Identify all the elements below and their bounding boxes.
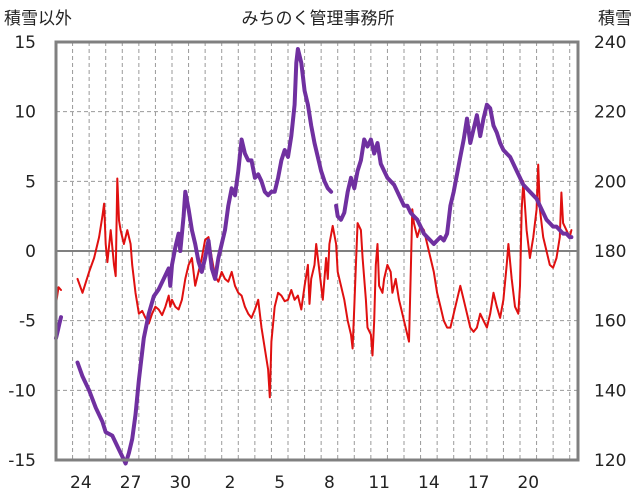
right-tick-label: 240 bbox=[594, 33, 626, 53]
right-axis-ticks: 240 220 200 180 160 140 120 bbox=[594, 33, 626, 471]
x-tick-label: 5 bbox=[274, 473, 285, 493]
x-tick-label: 14 bbox=[418, 473, 440, 493]
right-tick-label: 160 bbox=[594, 312, 626, 332]
right-axis-title: 積雪 bbox=[598, 9, 632, 29]
x-tick-label: 2 bbox=[225, 473, 236, 493]
x-tick-label: 17 bbox=[468, 473, 490, 493]
left-tick-label: -15 bbox=[8, 451, 36, 471]
left-tick-label: 5 bbox=[25, 172, 36, 192]
left-tick-label: 0 bbox=[25, 242, 36, 262]
x-tick-label: 8 bbox=[324, 473, 335, 493]
x-tick-label: 27 bbox=[120, 473, 142, 493]
x-tick-label: 30 bbox=[169, 473, 191, 493]
left-tick-label: -10 bbox=[8, 381, 36, 401]
plot-frame bbox=[54, 40, 580, 462]
right-tick-label: 140 bbox=[594, 381, 626, 401]
x-tick-label: 24 bbox=[70, 473, 92, 493]
right-tick-label: 200 bbox=[594, 172, 626, 192]
series-layer bbox=[54, 47, 574, 466]
left-tick-label: 15 bbox=[14, 33, 36, 53]
right-tick-label: 180 bbox=[594, 242, 626, 262]
x-tick-label: 11 bbox=[368, 473, 390, 493]
left-tick-label: -5 bbox=[19, 312, 36, 332]
left-axis-title: 積雪以外 bbox=[4, 9, 72, 29]
left-axis-ticks: 15 10 5 0 -5 -10 -15 bbox=[8, 33, 36, 471]
x-axis-ticks: 24 27 30 2 5 8 11 14 17 20 bbox=[70, 473, 539, 493]
right-tick-label: 120 bbox=[594, 451, 626, 471]
x-tick-label: 20 bbox=[517, 473, 539, 493]
chart-title: みちのく管理事務所 bbox=[242, 9, 395, 29]
left-tick-label: 10 bbox=[14, 103, 36, 123]
right-tick-label: 220 bbox=[594, 103, 626, 123]
